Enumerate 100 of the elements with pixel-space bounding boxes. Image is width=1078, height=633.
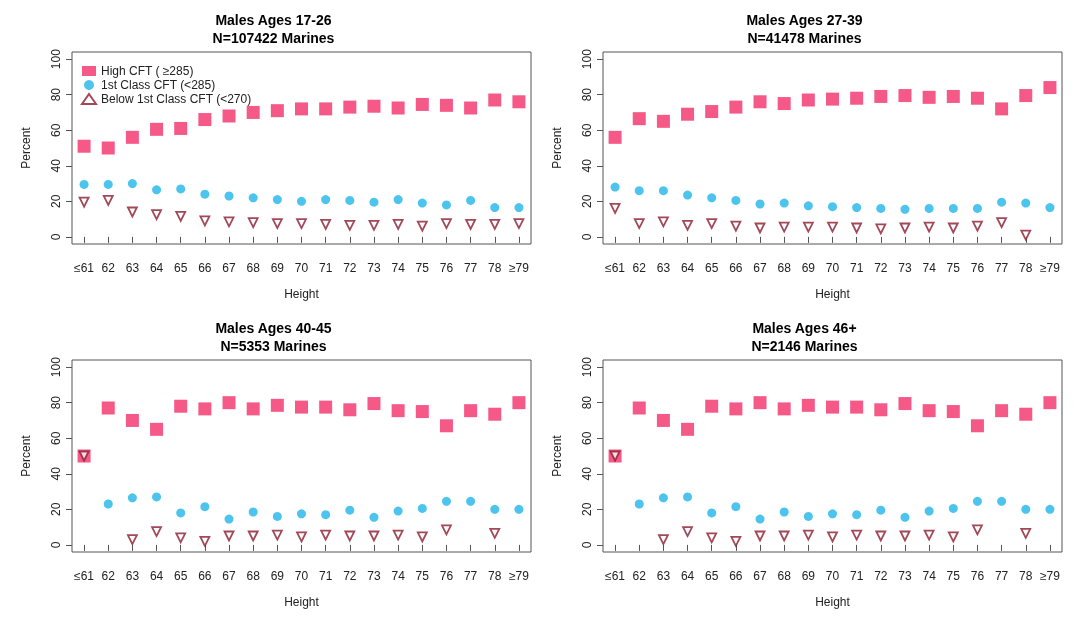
- point: [828, 509, 837, 519]
- x-tick-label: 78: [1019, 261, 1033, 275]
- x-tick-label: 66: [729, 569, 743, 583]
- point: [779, 198, 789, 208]
- y-tick-label: 40: [49, 466, 63, 481]
- point: [875, 530, 887, 542]
- x-tick-label: 70: [825, 261, 840, 275]
- x-tick-label: 64: [149, 569, 164, 583]
- y-tick-label: 80: [580, 395, 594, 410]
- point: [899, 222, 911, 234]
- point: [706, 532, 718, 544]
- point: [439, 98, 453, 112]
- point: [152, 492, 162, 502]
- point: [248, 507, 258, 517]
- point: [295, 102, 308, 116]
- point: [632, 112, 646, 126]
- point: [777, 402, 791, 416]
- point: [802, 529, 814, 541]
- x-tick-label: 68: [777, 569, 792, 583]
- point: [488, 407, 502, 421]
- point: [609, 203, 621, 214]
- point: [489, 219, 501, 230]
- point: [656, 413, 670, 427]
- x-tick-label: ≥79: [508, 569, 530, 583]
- point: [416, 531, 428, 543]
- point: [753, 396, 767, 410]
- point: [343, 403, 357, 417]
- x-tick-label: 66: [198, 261, 212, 275]
- x-tick-label: 66: [729, 261, 743, 275]
- point: [682, 219, 693, 231]
- x-tick-label: 77: [994, 261, 1009, 275]
- x-tick-label: 70: [825, 569, 840, 583]
- point: [101, 401, 115, 415]
- point: [199, 215, 211, 227]
- point: [415, 97, 429, 111]
- point: [755, 199, 765, 209]
- point: [707, 508, 717, 518]
- point: [972, 496, 982, 506]
- y-axis-title: Percent: [550, 126, 564, 169]
- point: [321, 510, 331, 520]
- point: [778, 530, 790, 542]
- x-tick-label: 62: [632, 569, 647, 583]
- point: [151, 209, 162, 221]
- point: [392, 529, 404, 541]
- y-tick-label: 60: [49, 123, 63, 137]
- point: [77, 139, 91, 153]
- x-axis-title: Height: [284, 595, 320, 609]
- x-tick-label: 75: [415, 569, 430, 583]
- y-axis-title: Percent: [19, 126, 33, 169]
- x-tick-label: 76: [439, 261, 454, 275]
- point: [754, 530, 766, 542]
- point: [296, 531, 307, 543]
- x-tick-label: 76: [970, 261, 985, 275]
- point: [393, 506, 403, 516]
- point: [778, 221, 790, 233]
- x-tick-label: 70: [294, 261, 309, 275]
- point: [657, 534, 669, 545]
- chart-title: Males Ages 17-26: [215, 12, 332, 28]
- point: [876, 203, 886, 213]
- x-tick-label: 75: [946, 261, 961, 275]
- x-tick-label: 74: [922, 569, 937, 583]
- x-tick-label: ≤61: [74, 569, 95, 583]
- point: [439, 419, 453, 433]
- x-tick-label: 67: [753, 261, 768, 275]
- point: [1020, 229, 1032, 241]
- x-tick-label: 76: [439, 569, 454, 583]
- point: [657, 216, 669, 228]
- point: [441, 496, 451, 506]
- point: [441, 200, 451, 210]
- point: [995, 404, 1009, 418]
- x-tick-label: 63: [656, 261, 671, 275]
- x-tick-label: 78: [488, 569, 502, 583]
- chart-subtitle: N=2146 Marines: [751, 338, 858, 354]
- point: [898, 89, 912, 103]
- x-tick-label: 72: [874, 569, 888, 583]
- point: [922, 90, 936, 104]
- chart-title: Males Ages 40-45: [215, 320, 332, 336]
- y-tick-label: 20: [580, 194, 594, 209]
- x-tick-label: 62: [101, 261, 116, 275]
- point: [175, 532, 187, 544]
- y-tick-label: 20: [580, 502, 594, 517]
- point: [852, 510, 862, 520]
- point: [898, 397, 912, 411]
- x-tick-label: ≥79: [1039, 569, 1061, 583]
- x-tick-label: 74: [922, 261, 937, 275]
- point: [319, 400, 333, 414]
- point: [827, 531, 838, 543]
- point: [392, 219, 404, 230]
- point: [997, 197, 1007, 207]
- point: [512, 396, 526, 410]
- point: [995, 102, 1009, 116]
- x-tick-label: 72: [343, 261, 357, 275]
- point: [297, 509, 306, 519]
- point: [344, 530, 356, 542]
- point: [417, 503, 427, 513]
- x-tick-label: 77: [463, 261, 478, 275]
- point: [466, 195, 476, 205]
- x-tick-label: 73: [367, 261, 381, 275]
- point: [1045, 203, 1055, 213]
- x-tick-label: 68: [246, 261, 261, 275]
